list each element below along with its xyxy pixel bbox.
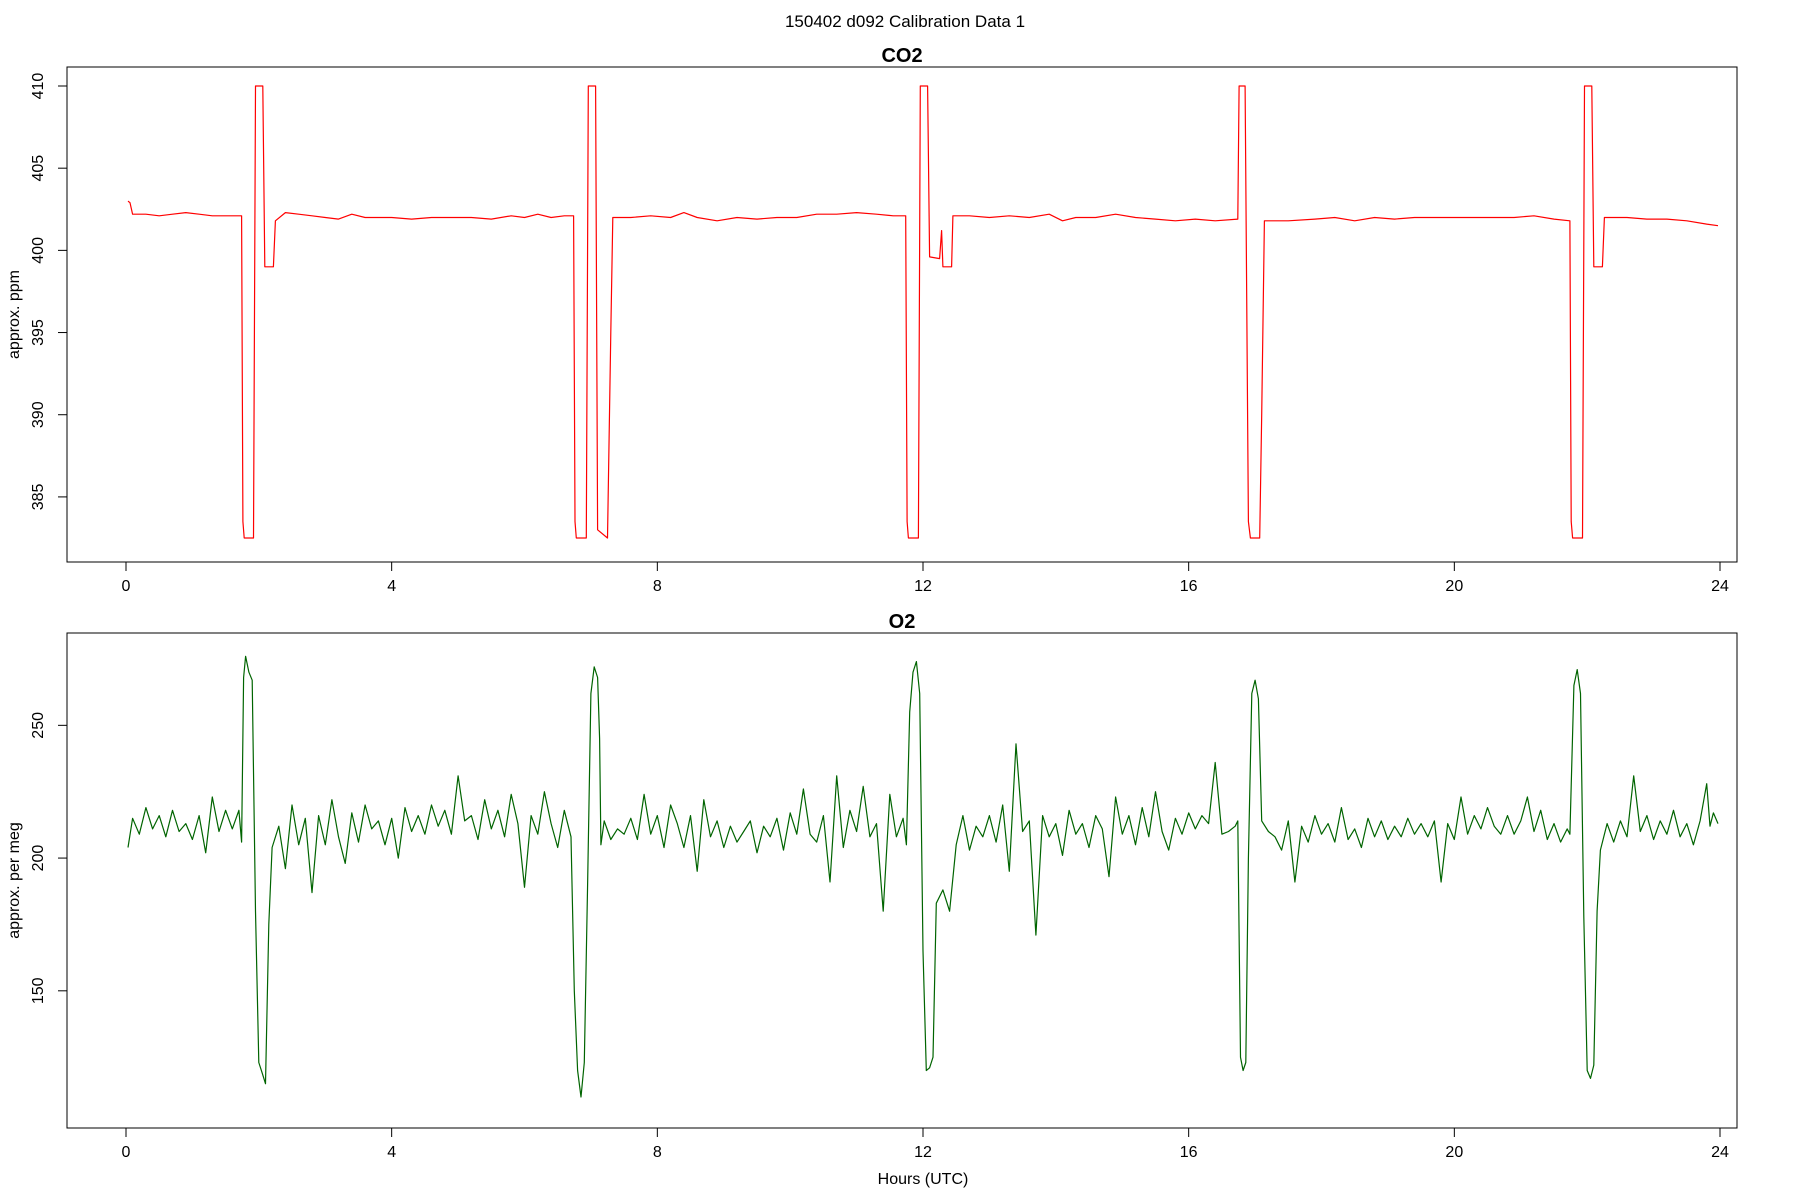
o2-y-axis-label: approx. per meg [6,822,23,939]
co2-x-tick-label: 4 [387,578,396,595]
co2-x-tick-label: 20 [1445,578,1463,595]
figure-title: 150402 d092 Calibration Data 1 [785,12,1025,31]
o2-x-tick-label: 12 [914,1144,932,1161]
co2-x-tick-label: 12 [914,578,932,595]
o2-x-tick-label: 4 [387,1144,396,1161]
co2-y-tick-label: 400 [30,237,47,264]
o2-y-tick-label: 200 [30,845,47,872]
co2-y-tick-label: 385 [30,483,47,510]
o2-x-axis-label: Hours (UTC) [878,1171,969,1188]
co2-x-tick-label: 16 [1180,578,1198,595]
co2-x-tick-label: 0 [122,578,131,595]
co2-x-tick-label: 24 [1711,578,1729,595]
co2-x-tick-label: 8 [653,578,662,595]
co2-series-line [127,85,1719,539]
o2-panel-title: O2 [889,611,916,633]
o2-x-tick-label: 16 [1180,1144,1198,1161]
o2-x-tick-label: 20 [1445,1144,1463,1161]
o2-x-tick-label: 0 [122,1144,131,1161]
o2-panel: O2 0 4 8 12 16 20 24 150 200 250 approx. per meg Hou… [6,611,1738,1188]
co2-y-axis-label: approx. ppm [6,270,23,359]
co2-panel: CO2 0 4 8 12 16 20 24 385 390 395 400 405 410 approx. … [6,45,1738,595]
o2-y-tick-label: 250 [30,712,47,739]
co2-y-tick-label: 395 [30,319,47,346]
co2-y-tick-label: 390 [30,401,47,428]
co2-panel-title: CO2 [881,45,922,67]
o2-x-tick-label: 8 [653,1144,662,1161]
o2-series-line [127,655,1719,1098]
co2-y-tick-label: 405 [30,155,47,182]
co2-y-tick-label: 410 [30,73,47,100]
o2-y-tick-label: 150 [30,977,47,1004]
o2-x-tick-label: 24 [1711,1144,1729,1161]
